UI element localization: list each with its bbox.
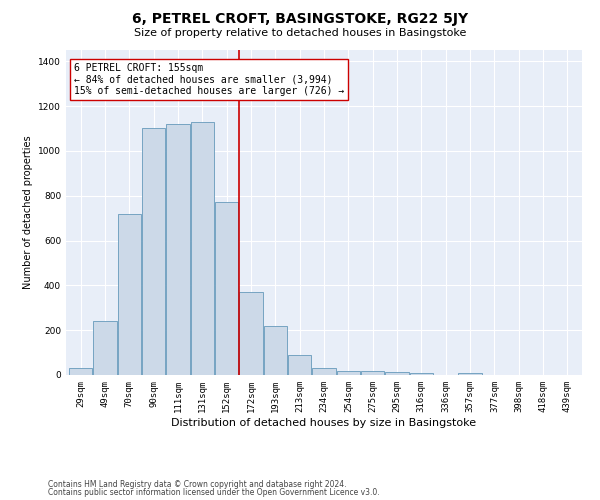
Bar	[118, 214, 141, 375]
Bar	[385, 372, 409, 375]
X-axis label: Distribution of detached houses by size in Basingstoke: Distribution of detached houses by size …	[172, 418, 476, 428]
Bar	[288, 355, 311, 375]
Bar	[361, 370, 384, 375]
Bar	[94, 321, 116, 375]
Bar	[239, 292, 263, 375]
Y-axis label: Number of detached properties: Number of detached properties	[23, 136, 32, 290]
Text: Size of property relative to detached houses in Basingstoke: Size of property relative to detached ho…	[134, 28, 466, 38]
Bar	[191, 122, 214, 375]
Bar	[142, 128, 165, 375]
Bar	[410, 373, 433, 375]
Bar	[166, 124, 190, 375]
Text: 6 PETREL CROFT: 155sqm
← 84% of detached houses are smaller (3,994)
15% of semi-: 6 PETREL CROFT: 155sqm ← 84% of detached…	[74, 63, 344, 96]
Text: 6, PETREL CROFT, BASINGSTOKE, RG22 5JY: 6, PETREL CROFT, BASINGSTOKE, RG22 5JY	[132, 12, 468, 26]
Text: Contains public sector information licensed under the Open Government Licence v3: Contains public sector information licen…	[48, 488, 380, 497]
Bar	[337, 370, 360, 375]
Text: Contains HM Land Registry data © Crown copyright and database right 2024.: Contains HM Land Registry data © Crown c…	[48, 480, 347, 489]
Bar	[69, 368, 92, 375]
Bar	[313, 368, 335, 375]
Bar	[264, 326, 287, 375]
Bar	[458, 373, 482, 375]
Bar	[215, 202, 238, 375]
